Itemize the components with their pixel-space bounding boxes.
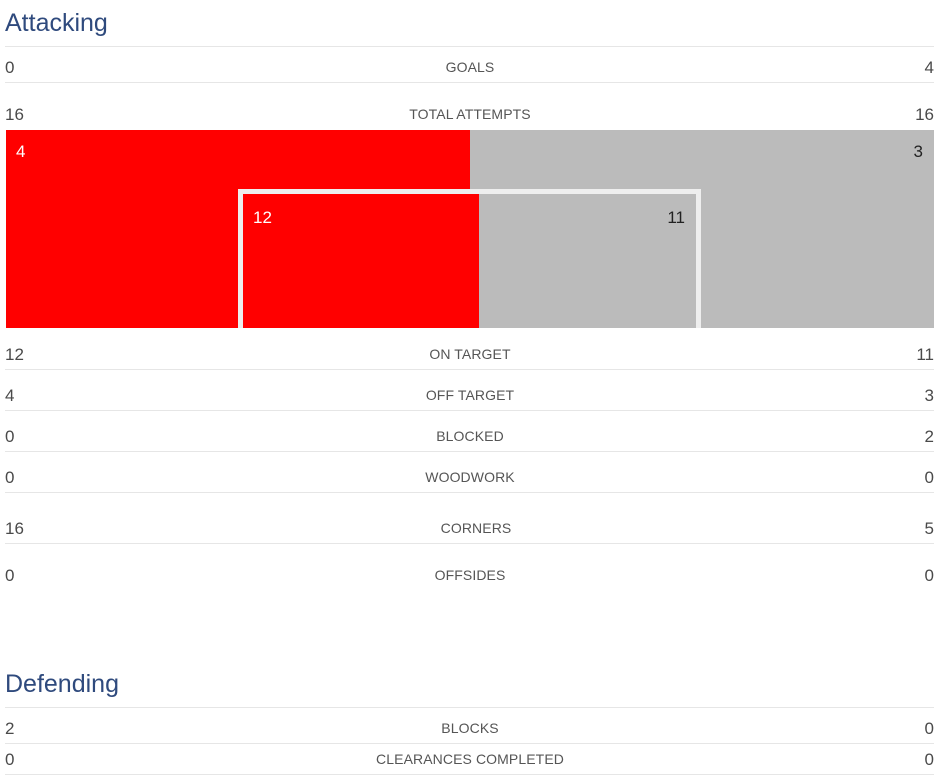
divider	[5, 774, 934, 775]
attacking-section-title: Attacking	[5, 9, 108, 37]
on-target-right-bar-value: 11	[667, 208, 685, 227]
blocks-label: BLOCKS	[441, 720, 499, 736]
blocked-left-value: 0	[5, 427, 15, 446]
divider	[5, 410, 934, 411]
off-target-left-value: 4	[5, 386, 15, 405]
blocks-left-value: 2	[5, 719, 15, 738]
divider	[5, 451, 934, 452]
off-target-label: OFF TARGET	[425, 387, 515, 403]
clearances-right-value: 0	[924, 750, 934, 769]
blocked-label: BLOCKED	[436, 428, 504, 444]
on-target-left-fill	[243, 194, 480, 328]
divider	[5, 707, 934, 708]
attempts-graphic: 4 3 12 11	[6, 130, 934, 328]
clearances-left-value: 0	[5, 750, 15, 769]
corners-label: CORNERS	[440, 520, 512, 536]
corners-left-value: 16	[5, 519, 24, 538]
total-attempts-right-value: 16	[915, 105, 934, 124]
defending-section-title: Defending	[5, 670, 119, 698]
goal-frame: 12 11	[238, 189, 701, 328]
on-target-left-bar-value: 12	[253, 208, 272, 227]
clearances-completed-label: CLEARANCES COMPLETED	[376, 751, 564, 767]
divider	[5, 492, 934, 493]
on-target-left-value: 12	[5, 345, 24, 364]
off-target-right-value: 3	[924, 386, 934, 405]
on-target-right-value: 11	[916, 345, 934, 364]
woodwork-right-value: 0	[924, 468, 934, 487]
divider	[5, 82, 934, 83]
off-target-left-bar-value: 4	[16, 142, 26, 161]
on-target-label: ON TARGET	[429, 346, 511, 362]
offsides-label: OFFSIDES	[434, 567, 506, 583]
total-attempts-label: TOTAL ATTEMPTS	[409, 106, 531, 122]
woodwork-left-value: 0	[5, 468, 15, 487]
divider	[5, 543, 934, 544]
total-attempts-left-value: 16	[5, 105, 24, 124]
offsides-left-value: 0	[5, 566, 15, 585]
goals-left-value: 0	[5, 58, 15, 77]
divider	[5, 46, 934, 47]
goals-label: GOALS	[445, 59, 495, 75]
woodwork-label: WOODWORK	[425, 469, 515, 485]
goals-right-value: 4	[924, 58, 934, 77]
off-target-right-bar-value: 3	[913, 142, 923, 161]
blocked-right-value: 2	[924, 427, 934, 446]
blocks-right-value: 0	[924, 719, 934, 738]
corners-right-value: 5	[924, 519, 934, 538]
offsides-right-value: 0	[924, 566, 934, 585]
divider	[5, 743, 934, 744]
divider	[5, 369, 934, 370]
